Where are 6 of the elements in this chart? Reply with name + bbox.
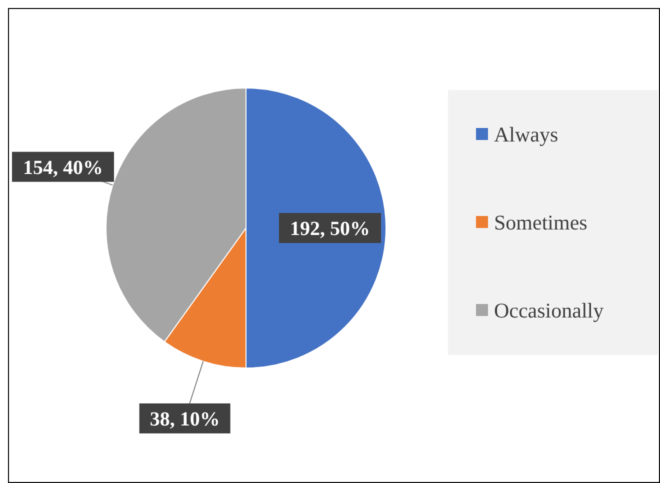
data-label: 192, 50% (290, 218, 370, 240)
legend-label: Always (494, 122, 558, 146)
legend-label: Sometimes (494, 210, 588, 234)
data-label: 154, 40% (23, 156, 103, 179)
data-label: 38, 10% (150, 408, 220, 430)
legend-label: Occasionally (494, 298, 604, 322)
